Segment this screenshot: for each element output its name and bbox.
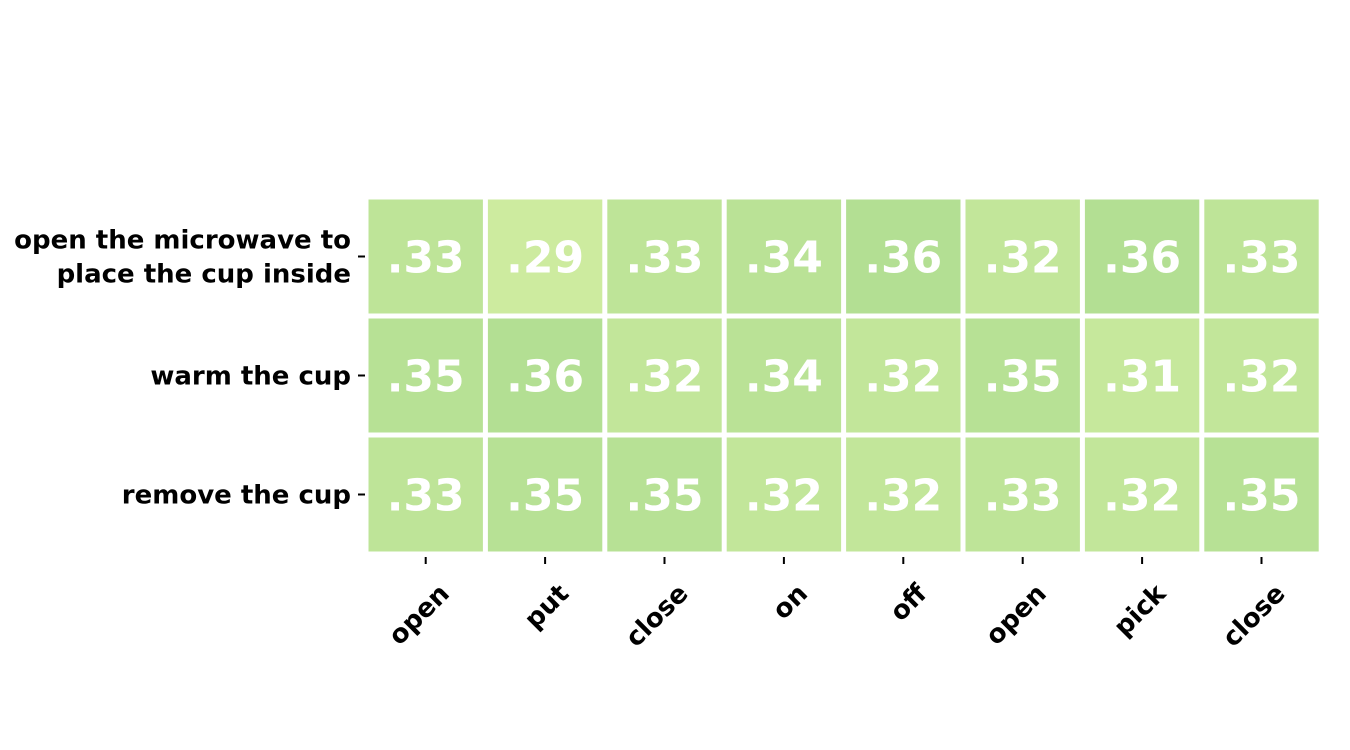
column-label: off <box>885 578 934 627</box>
heatmap-cell <box>726 199 842 314</box>
cell-value-label: .36 <box>1103 233 1181 284</box>
row-label-line: open the microwave to <box>14 226 351 256</box>
heatmap-cell <box>965 437 1080 552</box>
cell-value-label: .33 <box>1223 233 1301 284</box>
column-label: on <box>767 579 814 626</box>
heatmap-cell <box>487 318 603 433</box>
heatmap-cell <box>965 318 1080 433</box>
row-label: remove the cup <box>122 481 351 511</box>
column-label: put <box>519 579 575 635</box>
cell-value-label: .33 <box>387 233 465 284</box>
row-label: warm the cup <box>150 362 351 392</box>
heatmap-cell <box>368 199 483 314</box>
heatmap-cell <box>1084 199 1200 314</box>
cell-value-label: .33 <box>387 471 465 522</box>
cell-value-label: .35 <box>387 352 465 403</box>
row-labels: open the microwave to place the cup insid… <box>14 226 351 511</box>
cell-value-label: .32 <box>984 233 1062 284</box>
column-label: pick <box>1108 578 1172 642</box>
column-label: open <box>980 579 1053 652</box>
heatmap-cell <box>607 199 722 314</box>
heatmap-cell <box>1084 437 1200 552</box>
row-label: open the microwave to place the cup insid… <box>14 226 351 290</box>
cell-value-label: .35 <box>506 471 584 522</box>
cell-value-label: .32 <box>626 352 704 403</box>
column-labels: open put close on off open pick close <box>383 578 1291 653</box>
cell-value-label: .36 <box>864 233 942 284</box>
heatmap-cell <box>607 437 722 552</box>
row-label-line: remove the cup <box>122 481 351 511</box>
cell-value-label: .31 <box>1103 352 1181 403</box>
cell-value-label: .33 <box>984 471 1062 522</box>
heatmap-cell <box>368 318 483 433</box>
axis-ticks <box>358 255 1263 564</box>
cell-value-label: .29 <box>506 233 584 284</box>
heatmap-cell <box>846 199 961 314</box>
cell-value-label: .32 <box>1103 471 1181 522</box>
heatmap-cell <box>487 199 603 314</box>
row-label-line: place the cup inside <box>57 260 351 290</box>
heatmap-cell <box>965 199 1080 314</box>
cell-value-label: .35 <box>1223 471 1301 522</box>
column-label: close <box>620 579 694 653</box>
column-label: open <box>383 579 456 652</box>
cell-value-label: .32 <box>864 352 942 403</box>
cell-value-label: .32 <box>1223 352 1301 403</box>
heatmap-cell <box>1204 199 1319 314</box>
cell-value-label: .36 <box>506 352 584 403</box>
heatmap-cell <box>726 318 842 433</box>
heatmap-cell <box>368 437 483 552</box>
cell-value-label: .33 <box>626 233 704 284</box>
heatmap-cell <box>1204 437 1319 552</box>
heatmap-cell <box>726 437 842 552</box>
heatmap-cell <box>607 318 722 433</box>
cell-value-label: .35 <box>984 352 1062 403</box>
row-label-line: warm the cup <box>150 362 351 392</box>
heatmap-cell <box>846 437 961 552</box>
cell-value-label: .34 <box>745 352 823 403</box>
heatmap-cell <box>1204 318 1319 433</box>
cell-value-label: .32 <box>745 471 823 522</box>
heatmap-cell <box>846 318 961 433</box>
heatmap-cells <box>368 199 1319 552</box>
heatmap-cell-labels: .33 .29 .33 .34 .36 .32 .36 .33 .35 .36 .32 .34 .32.… <box>387 233 1301 522</box>
heatmap-cell <box>1084 318 1200 433</box>
column-label: close <box>1217 579 1291 653</box>
heatmap-cell <box>487 437 603 552</box>
cell-value-label: .32 <box>864 471 942 522</box>
cell-value-label: .34 <box>745 233 823 284</box>
cell-value-label: .35 <box>626 471 704 522</box>
